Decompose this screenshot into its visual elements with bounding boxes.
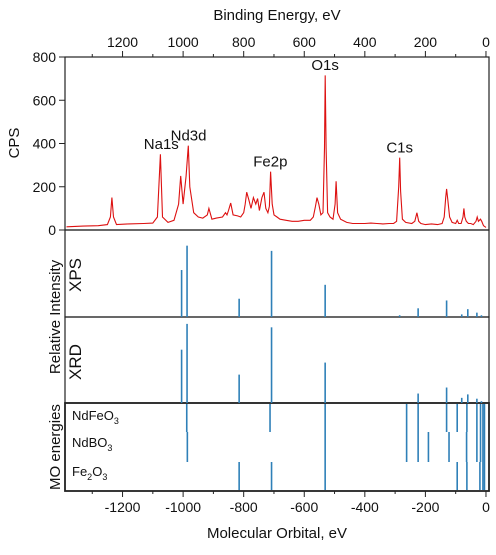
mo-energies-axis-title: MO energies <box>47 404 64 490</box>
top-tick-label: 600 <box>293 34 317 50</box>
peak-label: Fe2p <box>253 153 287 170</box>
relative-intensity-axis-title: Relative Intensity <box>47 259 64 374</box>
bottom-tick-label: 0 <box>482 499 490 515</box>
peak-label: Na1s <box>144 136 179 153</box>
top-tick-label: 200 <box>414 34 438 50</box>
bottom-tick-label: -600 <box>290 499 318 515</box>
peak-label: C1s <box>386 139 413 156</box>
ticks-layer: 0 200 400 600 800 1200 1000 800 600 400 200 0 -1200 -… <box>33 34 490 515</box>
bottom-tick-label: -400 <box>351 499 379 515</box>
cps-tick-label: 800 <box>33 49 57 65</box>
xps-panel-frame <box>64 229 490 318</box>
top-axis-title: Binding Energy, eV <box>213 7 340 24</box>
compound-label-ndfeo3: NdFeO3 <box>72 408 119 426</box>
bottom-axis-title: Molecular Orbital, eV <box>207 525 347 542</box>
spectrum-panel-frame <box>64 56 490 231</box>
mo-panel-frame <box>64 402 490 492</box>
top-tick-label: 0 <box>482 34 490 50</box>
cps-tick-label: 0 <box>48 222 56 238</box>
bottom-tick-label: -1000 <box>165 499 201 515</box>
peak-label: Nd3d <box>171 127 207 144</box>
xps-spectrum-line <box>66 75 487 228</box>
xps-lines-layer <box>180 245 483 317</box>
mo-lines-layer <box>185 404 486 490</box>
bottom-tick-label: -800 <box>230 499 258 515</box>
compound-label-ndbo3: NdBO3 <box>72 435 112 453</box>
xrd-panel-frame <box>64 316 490 404</box>
top-tick-label: 800 <box>232 34 256 50</box>
xps-panel-title: XPS <box>66 258 85 292</box>
cps-axis-title: CPS <box>6 128 23 159</box>
top-tick-label: 1200 <box>107 34 138 50</box>
cps-tick-label: 200 <box>33 179 57 195</box>
xrd-panel-title: XRD <box>66 344 85 380</box>
cps-tick-label: 600 <box>33 92 57 108</box>
bottom-tick-label: -200 <box>411 499 439 515</box>
peak-label: O1s <box>311 57 339 74</box>
compound-label-fe2o3: Fe2O3 <box>72 464 107 482</box>
cps-tick-label: 400 <box>33 136 57 152</box>
top-tick-label: 1000 <box>168 34 199 50</box>
xrd-lines-layer <box>180 323 483 403</box>
top-tick-label: 400 <box>353 34 377 50</box>
bottom-tick-label: -1200 <box>105 499 141 515</box>
